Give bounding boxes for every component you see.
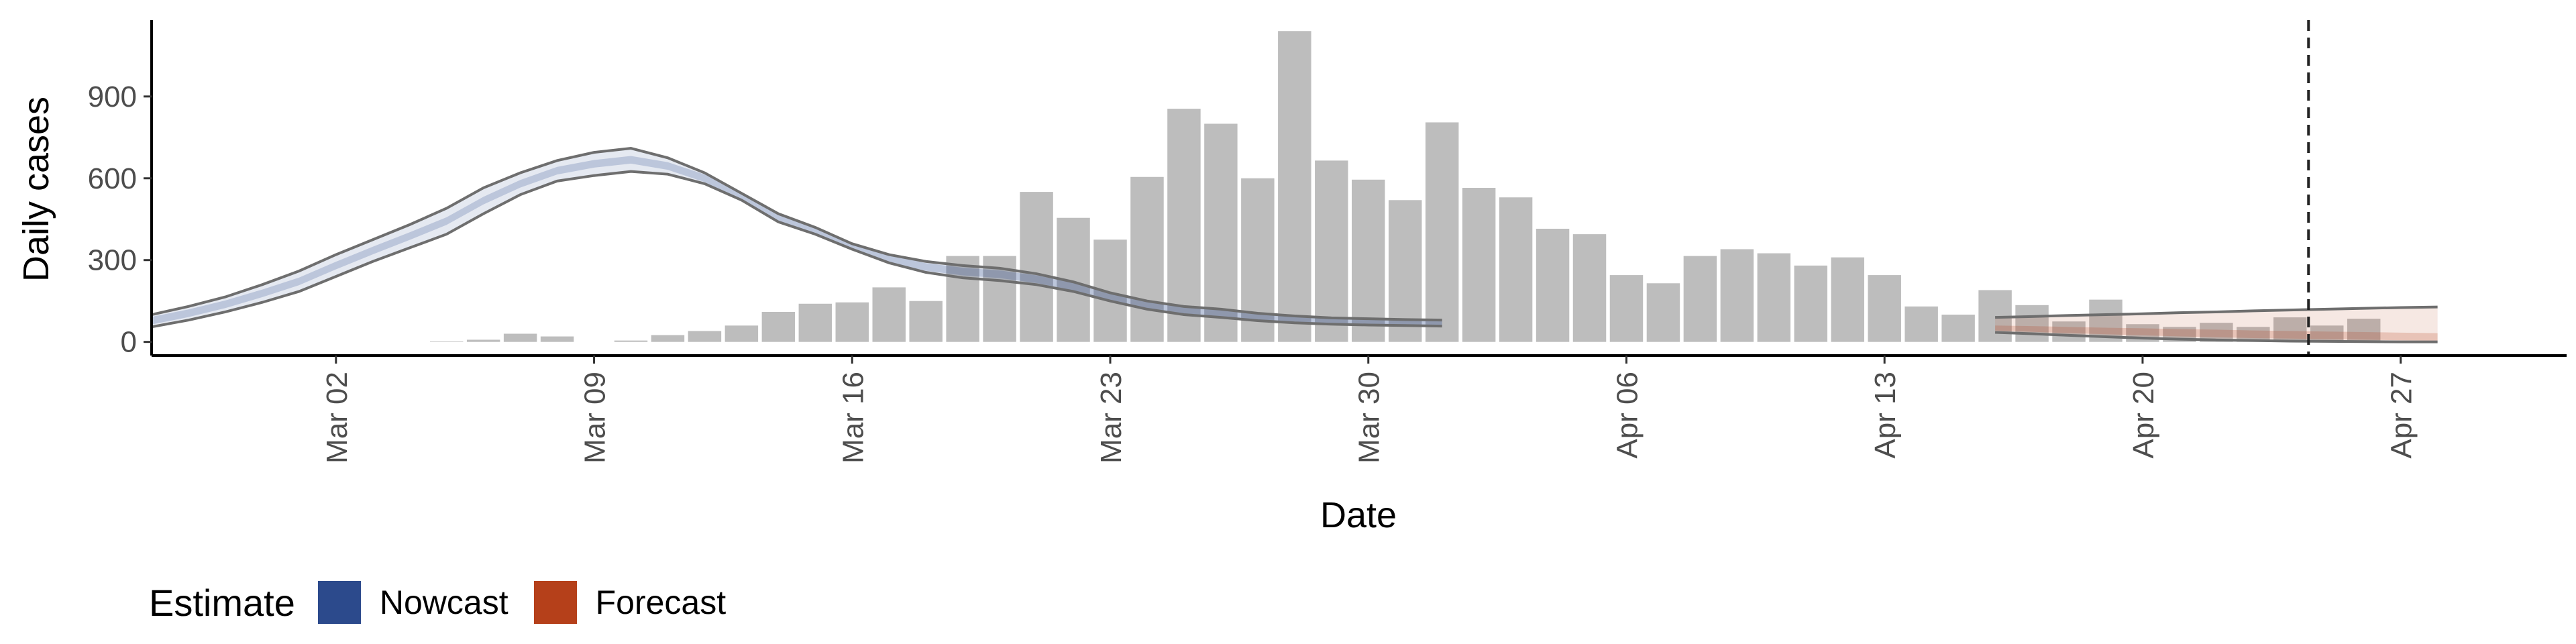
bar — [872, 287, 906, 342]
bar — [1278, 31, 1311, 342]
bar — [1462, 188, 1496, 342]
y-axis-title: Daily cases — [16, 97, 56, 282]
bar — [2089, 299, 2123, 342]
bar — [1757, 253, 1791, 342]
y-tick-label: 300 — [88, 244, 137, 277]
bar — [1020, 192, 1053, 342]
y-tick-label: 900 — [88, 80, 137, 113]
bar — [1609, 275, 1644, 342]
bar — [798, 303, 833, 342]
nowcast-ribbon-outer — [152, 148, 1442, 327]
bar — [1204, 123, 1238, 342]
bar — [1536, 228, 1570, 342]
bar — [1904, 306, 1938, 342]
x-tick-label: Apr 13 — [1869, 372, 1902, 459]
bar — [1720, 249, 1754, 342]
bar — [2237, 327, 2270, 342]
bar — [614, 340, 648, 342]
bar — [540, 336, 574, 342]
legend-title: Estimate — [149, 581, 295, 624]
bar — [835, 302, 869, 342]
x-tick-label: Mar 09 — [579, 372, 612, 464]
nowcast-upper-line — [151, 147, 1442, 322]
bar — [651, 335, 685, 342]
bar — [1794, 265, 1828, 342]
x-tick-label: Mar 30 — [1353, 372, 1386, 464]
forecast-ribbon-inner — [1995, 325, 2438, 341]
bar — [1130, 176, 1164, 342]
bar — [1683, 256, 1717, 342]
bar — [1831, 257, 1864, 342]
bar — [1352, 179, 1385, 342]
x-tick-label: Apr 20 — [2127, 372, 2160, 459]
legend: Estimate Nowcast Forecast — [149, 576, 751, 629]
x-tick-label: Mar 16 — [837, 372, 869, 464]
x-tick-label: Apr 06 — [1611, 372, 1644, 459]
forecast-upper-line — [1995, 305, 2438, 319]
bar — [1499, 197, 1533, 342]
x-tick-label: Apr 27 — [2385, 372, 2418, 459]
bar — [2015, 305, 2049, 342]
nowcast-lower-line — [151, 170, 1442, 329]
x-axis-title: Date — [1320, 495, 1397, 535]
bar — [1941, 315, 1975, 342]
legend-label-forecast: Forecast — [595, 584, 727, 621]
x-tick-label: Mar 23 — [1095, 372, 1128, 464]
bar — [946, 256, 979, 342]
bar — [1425, 122, 1459, 342]
bar — [1868, 275, 1901, 342]
legend-key-forecast — [533, 581, 577, 624]
bar — [909, 301, 943, 342]
bar — [466, 339, 500, 342]
y-tick-label: 0 — [121, 326, 137, 359]
bar — [1646, 283, 1680, 342]
y-tick-label: 600 — [88, 162, 137, 195]
bar — [1315, 160, 1348, 342]
bar — [2310, 325, 2344, 342]
bar — [1572, 234, 1607, 342]
axes: 0 300 600 900 Mar 02 Mar 09 Mar 16 Mar 23 Mar 30… — [88, 20, 2567, 464]
bar — [1167, 109, 1201, 342]
forecast-lower-line — [1995, 331, 2438, 343]
legend-key-nowcast — [317, 581, 361, 624]
chart: 0 300 600 900 Mar 02 Mar 09 Mar 16 Mar 23 Mar 30… — [16, 20, 2567, 535]
bar — [761, 311, 796, 342]
bar — [2273, 317, 2307, 342]
legend-label-nowcast: Nowcast — [379, 584, 508, 621]
bar — [724, 325, 759, 342]
bar — [688, 331, 722, 342]
bar — [503, 333, 537, 342]
x-tick-label: Mar 02 — [321, 372, 354, 464]
plot-area — [151, 20, 2438, 356]
bar — [2347, 319, 2381, 342]
bar — [2052, 321, 2086, 342]
bar — [429, 341, 464, 342]
